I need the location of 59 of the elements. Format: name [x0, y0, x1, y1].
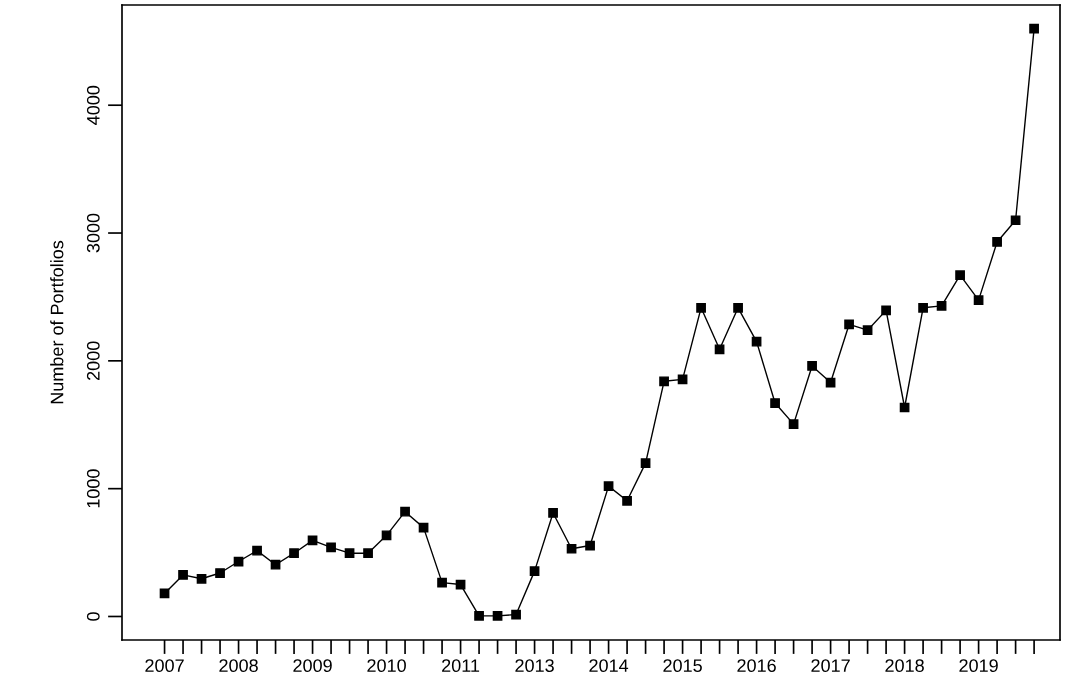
point: [751, 336, 762, 347]
point: [881, 305, 891, 316]
point: [844, 319, 854, 330]
point: [529, 566, 540, 576]
point: [418, 522, 429, 533]
point: [603, 481, 614, 491]
point: [548, 508, 558, 518]
point: [381, 530, 392, 541]
point: [511, 609, 521, 620]
x-tick-label: 2016: [737, 659, 776, 673]
x-tick-label: 2011: [442, 659, 480, 673]
point: [344, 548, 355, 559]
point: [788, 419, 799, 429]
point: [474, 610, 484, 621]
point: [714, 344, 725, 355]
y-tick-label: 2000: [86, 341, 100, 381]
point: [807, 361, 817, 371]
point: [400, 506, 410, 517]
x-tick-label: 2014: [589, 659, 629, 673]
x-tick-label: 2019: [959, 659, 998, 673]
point: [918, 302, 928, 313]
point: [196, 573, 207, 584]
point: [862, 325, 873, 336]
point: [936, 301, 947, 311]
y-tick-label: 4000: [86, 85, 100, 125]
point: [622, 495, 632, 506]
y-tick-label: 3000: [86, 213, 100, 253]
x-tick-label: 2015: [663, 659, 702, 673]
y-tick-label: 0: [86, 612, 100, 621]
x-tick-label: 2018: [885, 659, 924, 673]
point: [733, 302, 743, 313]
point: [270, 559, 281, 570]
x-tick-label: 2010: [367, 659, 406, 673]
point: [326, 542, 336, 553]
x-tick-label: 2008: [219, 659, 258, 673]
point: [1010, 215, 1021, 226]
point: [585, 540, 595, 551]
point: [215, 568, 225, 578]
point: [770, 398, 780, 408]
point: [992, 237, 1002, 247]
point: [492, 610, 503, 621]
point: [289, 548, 299, 559]
point: [252, 545, 262, 556]
point: [363, 548, 373, 559]
point: [566, 543, 577, 554]
x-tick-label: 2007: [145, 659, 184, 673]
point: [1029, 23, 1039, 34]
y-tick-label: 1000: [86, 469, 100, 508]
point: [659, 376, 669, 387]
point: [955, 270, 965, 281]
x-tick-label: 2017: [811, 659, 850, 673]
point: [973, 295, 984, 305]
point: [640, 458, 651, 468]
point: [178, 570, 188, 580]
point: [696, 302, 706, 313]
point: [437, 577, 447, 588]
y-axis-title: Number of Portfolios: [50, 240, 64, 404]
x-tick-label: 2009: [293, 659, 332, 673]
x-tick-label: 2013: [515, 659, 554, 673]
